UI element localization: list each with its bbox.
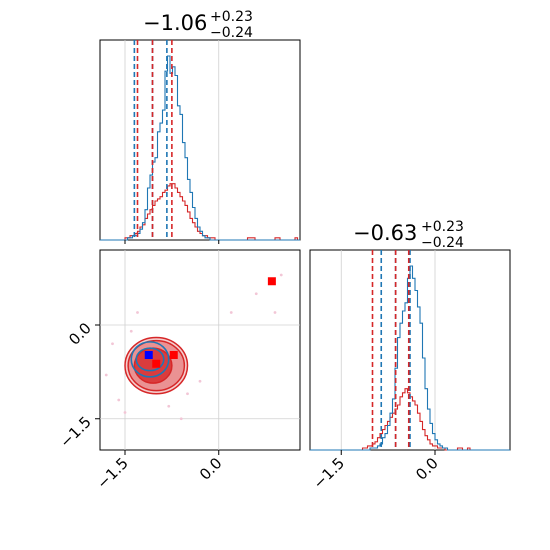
- hist-p2-series-0: [310, 265, 510, 451]
- title-p1-median: −1.06: [143, 11, 207, 35]
- scatter-point: [279, 273, 283, 277]
- hist-p1-series-0: [100, 55, 300, 241]
- title-p2: −0.63: [353, 221, 417, 245]
- tick-label-2d-x-1: 0.0: [196, 454, 226, 484]
- scatter-point: [136, 311, 139, 314]
- tick-label-p2-x-1: 0.0: [412, 454, 442, 484]
- scatter-point: [117, 398, 121, 402]
- panel-p1-hist-frame: [99, 39, 301, 241]
- contour-blue-2-sigma: [130, 341, 170, 378]
- title-p1-minus: −0.24: [210, 25, 253, 41]
- scatter-point: [129, 329, 133, 333]
- scatter-point: [179, 417, 183, 421]
- marker-blue: [144, 351, 153, 359]
- scatter-point: [198, 379, 202, 383]
- title-p1-plus: +0.23: [210, 9, 253, 25]
- scatter-point: [123, 411, 127, 414]
- title-p2-median: −0.63: [353, 221, 417, 245]
- tick-label-2d-y-0: −1.5: [56, 413, 94, 451]
- tick-label-2d-x-0: −1.5: [93, 454, 131, 492]
- scatter-point: [167, 404, 171, 408]
- scatter-point: [273, 311, 277, 314]
- title-p1: −1.06: [143, 11, 207, 35]
- title-p2-plus: +0.23: [421, 219, 464, 235]
- contour-blue-1-sigma: [135, 347, 165, 372]
- scatter-point: [104, 373, 108, 377]
- title-p2-minus: −0.24: [421, 235, 464, 251]
- marker-red-0: [152, 359, 161, 368]
- marker-red-1: [169, 351, 178, 359]
- scatter-point: [186, 392, 189, 396]
- marker-red-2: [267, 277, 276, 286]
- tick-label-2d-y-1: 0.0: [65, 319, 95, 349]
- tick-label-p2-x-0: −1.5: [310, 454, 348, 492]
- scatter-point: [254, 292, 258, 296]
- scatter-point: [229, 311, 233, 314]
- scatter-point: [111, 342, 114, 346]
